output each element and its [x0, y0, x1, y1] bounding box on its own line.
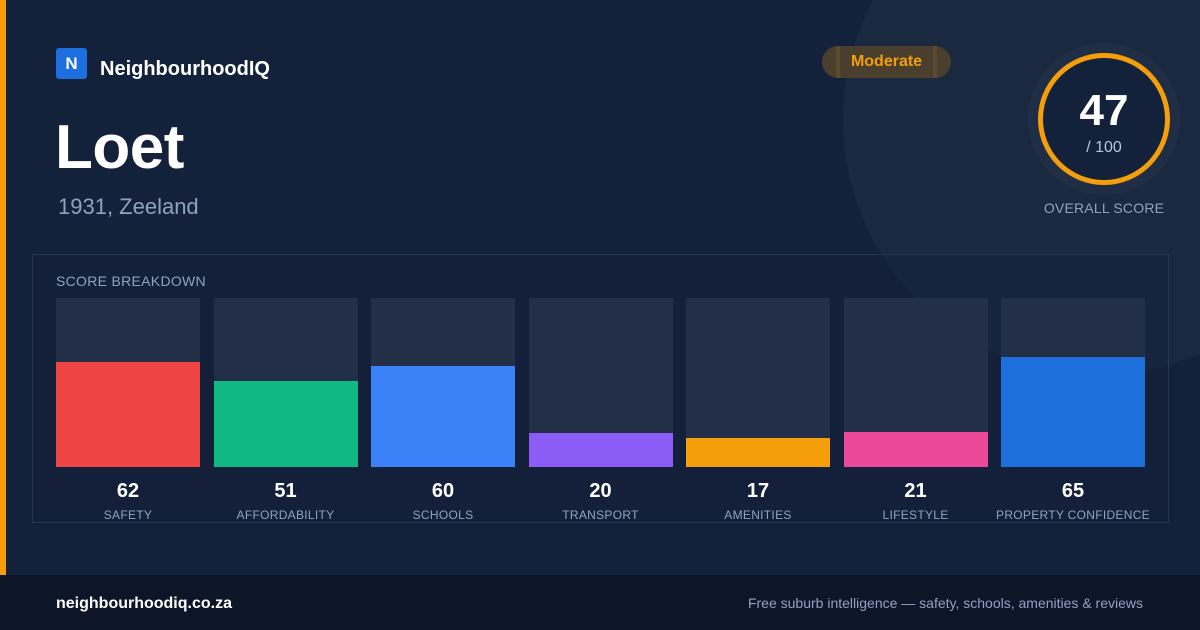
footer-tagline: Free suburb intelligence — safety, schoo… — [747, 595, 1143, 611]
bar-affordability: 51 AFFORDABILITY — [213, 298, 358, 523]
bar-track — [686, 298, 830, 467]
bar-amenities: 17 AMENITIES — [686, 298, 830, 523]
bar-fill-transport — [528, 433, 673, 467]
bar-fill-safety — [56, 362, 200, 467]
bar-value: 62 — [116, 480, 140, 502]
rating-badge-label: Moderate — [850, 53, 923, 70]
suburb-name: Loet — [55, 113, 184, 182]
bar-track — [1001, 298, 1145, 467]
bar-label: SCHOOLS — [412, 508, 474, 522]
bar-lifestyle: 21 LIFESTYLE — [843, 298, 988, 523]
bar-value: 17 — [746, 480, 770, 502]
breakdown-title: SCORE BREAKDOWN — [56, 273, 206, 289]
breakdown-bars: 62 SAFETY 51 AFFORDABILITY 60 SCHOOLS 20 TRANSP… — [56, 298, 1150, 523]
bar-fill-lifestyle — [843, 431, 988, 467]
bar-label: TRANSPORT — [562, 508, 639, 522]
share-card: N NeighbourhoodIQ Loet 1931, Zeeland Mod… — [0, 0, 1180, 575]
bar-value: 21 — [904, 480, 927, 502]
bar-label: LIFESTYLE — [882, 508, 949, 522]
bar-safety: 62 SAFETY — [56, 298, 200, 523]
bar-track — [213, 298, 358, 467]
overall-score-label: OVERALL SCORE — [1043, 200, 1165, 216]
footer-url: neighbourhoodiq.co.za — [56, 595, 232, 612]
overall-score-circle: 47 / 100 — [1038, 53, 1170, 185]
bar-fill-affordability — [213, 380, 358, 467]
suburb-location: 1931, Zeeland — [58, 194, 199, 219]
bar-fill-amenities — [686, 438, 830, 467]
bar-label: AFFORDABILITY — [236, 508, 335, 522]
brand-name: NeighbourhoodIQ — [100, 58, 270, 80]
footer: neighbourhoodiq.co.za Free suburb intell… — [0, 575, 1200, 630]
bar-label: SAFETY — [103, 508, 153, 522]
bar-value: 20 — [589, 480, 612, 502]
brand-logo-icon: N — [56, 48, 87, 79]
bar-track — [371, 298, 515, 467]
bar-transport: 20 TRANSPORT — [528, 298, 673, 523]
accent-bar — [0, 0, 6, 575]
bar-track — [843, 298, 988, 467]
bar-value: 65 — [1061, 480, 1085, 502]
brand: N NeighbourhoodIQ — [56, 46, 270, 81]
score-breakdown-panel: SCORE BREAKDOWN 62 SAFETY 51 AFFORDABILITY 6… — [32, 254, 1169, 523]
bar-fill-schools — [371, 365, 515, 467]
bar-track — [528, 298, 673, 467]
overall-score-max: / 100 — [1086, 139, 1122, 156]
bar-label: PROPERTY CONFIDENCE — [996, 508, 1150, 522]
badge-right-edge — [933, 46, 937, 78]
bar-schools: 60 SCHOOLS — [371, 298, 515, 523]
overall-score-value: 47 — [1079, 86, 1129, 135]
bar-fill-property-confidence — [1001, 357, 1145, 467]
rating-badge: Moderate — [822, 46, 951, 78]
bar-value: 51 — [274, 480, 297, 502]
bar-value: 60 — [431, 480, 455, 502]
bar-property-confidence: 65 PROPERTY CONFIDENCE — [996, 298, 1150, 523]
bar-label: AMENITIES — [724, 508, 792, 522]
badge-left-edge — [836, 46, 840, 78]
bar-track — [56, 298, 200, 467]
overall-score-ring: 47 / 100 — [1028, 43, 1180, 195]
